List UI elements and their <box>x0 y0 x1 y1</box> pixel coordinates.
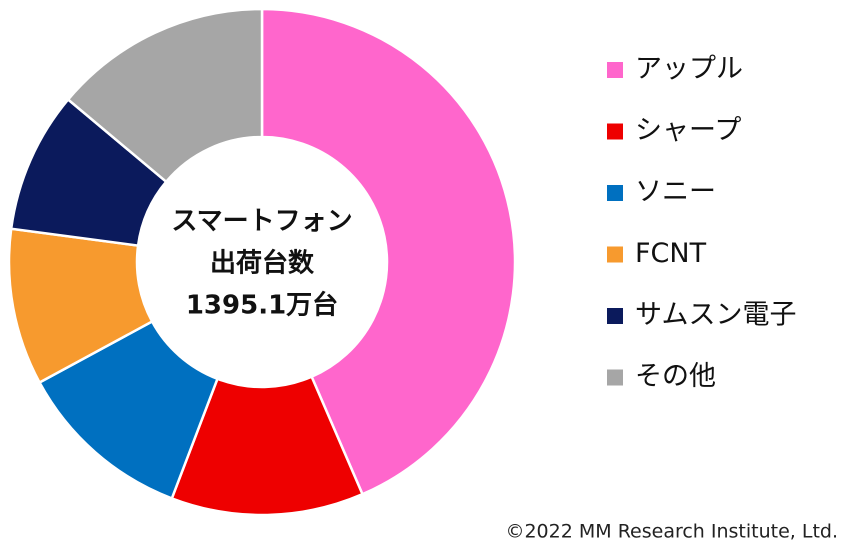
legend-swatch <box>607 246 623 263</box>
legend-label: その他 <box>635 361 716 392</box>
legend-swatch <box>607 185 623 201</box>
legend-swatch <box>607 123 623 140</box>
legend-swatch <box>607 369 623 386</box>
footnote: ©2022 MM Research Institute, Ltd. <box>505 521 838 543</box>
legend-label: アップル <box>635 54 743 85</box>
donut-slice <box>66 7 264 184</box>
legend-label: FCNT <box>635 238 707 269</box>
legend-label: サムスン電子 <box>635 300 796 331</box>
center-text: スマートフォン <box>171 207 352 237</box>
legend-swatch <box>607 308 623 324</box>
donut-slice <box>260 7 517 496</box>
legend-label: ソニー <box>635 177 716 208</box>
center-text: 出荷台数 <box>210 248 315 279</box>
legend-label: シャープ <box>635 115 741 146</box>
center-text: 1395.1万台 <box>186 290 338 321</box>
legend-swatch <box>607 62 623 78</box>
